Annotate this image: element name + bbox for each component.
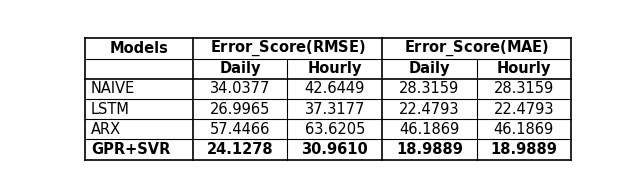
Text: 63.6205: 63.6205 [305,122,365,137]
Text: Daily: Daily [408,61,450,76]
Text: NAIVE: NAIVE [91,81,135,96]
Text: Error$\_$Score(MAE): Error$\_$Score(MAE) [404,39,549,58]
Text: 18.9889: 18.9889 [396,142,463,157]
Text: 42.6449: 42.6449 [305,81,365,96]
Text: 37.3177: 37.3177 [305,102,365,117]
Text: 28.3159: 28.3159 [493,81,554,96]
Text: 18.9889: 18.9889 [490,142,557,157]
Text: Daily: Daily [220,61,261,76]
Text: Hourly: Hourly [497,61,551,76]
Text: 24.1278: 24.1278 [207,142,273,157]
Text: 46.1869: 46.1869 [493,122,554,137]
Text: LSTM: LSTM [91,102,130,117]
Text: 30.9610: 30.9610 [301,142,368,157]
Text: GPR+SVR: GPR+SVR [91,142,170,157]
Text: Hourly: Hourly [308,61,362,76]
Text: 28.3159: 28.3159 [399,81,460,96]
Text: 22.4793: 22.4793 [493,102,554,117]
Text: 34.0377: 34.0377 [210,81,271,96]
Text: Error$\_$Score(RMSE): Error$\_$Score(RMSE) [210,39,365,58]
Text: 57.4466: 57.4466 [210,122,271,137]
Text: ARX: ARX [91,122,121,137]
Text: 22.4793: 22.4793 [399,102,460,117]
Text: 26.9965: 26.9965 [210,102,271,117]
Text: Models: Models [109,41,168,56]
Text: 46.1869: 46.1869 [399,122,460,137]
